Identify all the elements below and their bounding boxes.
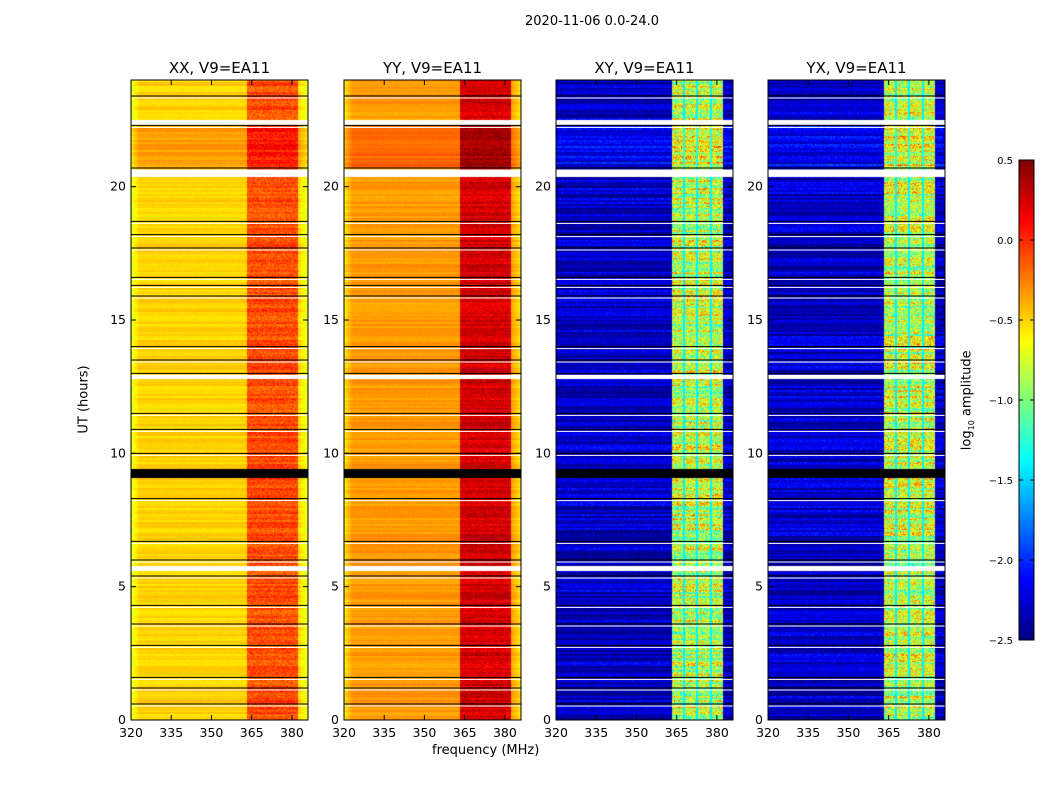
heatmap-xx [131,80,308,720]
y-tick-label: 5 [543,579,551,594]
y-tick-label: 0 [118,712,126,727]
y-tick-label: 10 [747,445,763,460]
x-tick-label: 320 [332,725,356,740]
figure-title: 2020-11-06 0.0-24.0 [525,14,659,29]
y-tick-label: 15 [535,312,551,327]
x-tick-label: 335 [796,725,820,740]
y-tick-label: 0 [755,712,763,727]
colorbar-tick-label: −0.5 [989,316,1013,327]
x-tick-label: 320 [756,725,780,740]
y-tick-label: 20 [323,179,339,194]
x-tick-label: 350 [625,725,649,740]
plot-frame [343,79,522,721]
colorbar-tick-label: −1.0 [989,396,1013,407]
y-tick-label: 5 [755,579,763,594]
colorbar-tick-label: 0.0 [997,236,1013,247]
y-tick-label: 0 [331,712,339,727]
plot-frame [767,79,946,721]
panel-title: XX, V9=EA11 [169,59,270,77]
x-tick-label: 350 [837,725,861,740]
colorbar [1019,160,1034,640]
x-tick-label: 365 [877,725,901,740]
y-tick-label: 20 [535,179,551,194]
x-axis-label: frequency (MHz) [432,743,540,758]
x-tick-label: 380 [917,725,941,740]
x-tick-label: 365 [453,725,477,740]
y-tick-label: 20 [747,179,763,194]
colorbar-tick-label: −2.5 [989,636,1013,647]
colorbar-tick-label: −1.5 [989,476,1013,487]
x-tick-label: 335 [584,725,608,740]
plot-frame [130,79,309,721]
heatmap-yx [768,80,945,720]
panel-title: YX, V9=EA11 [805,59,906,77]
panel-title: XY, V9=EA11 [594,59,694,77]
y-tick-label: 15 [110,312,126,327]
y-tick-label: 0 [543,712,551,727]
x-tick-label: 350 [413,725,437,740]
y-tick-label: 10 [110,445,126,460]
colorbar-tick-label: −2.0 [989,556,1013,567]
x-tick-label: 365 [665,725,689,740]
plot-frame [555,79,734,721]
y-tick-label: 20 [110,179,126,194]
x-tick-label: 350 [200,725,224,740]
y-tick-label: 10 [535,445,551,460]
x-tick-label: 335 [159,725,183,740]
heatmap-yy [344,80,521,720]
x-tick-label: 365 [240,725,264,740]
x-tick-label: 320 [544,725,568,740]
x-tick-label: 380 [493,725,517,740]
panel-title: YY, V9=EA11 [382,59,482,77]
y-tick-label: 5 [331,579,339,594]
y-tick-label: 10 [323,445,339,460]
heatmap-xy [556,80,733,720]
x-tick-label: 380 [280,725,304,740]
x-tick-label: 335 [372,725,396,740]
y-tick-label: 5 [118,579,126,594]
y-tick-label: 15 [747,312,763,327]
x-tick-label: 320 [119,725,143,740]
y-tick-label: 15 [323,312,339,327]
x-tick-label: 380 [705,725,729,740]
colorbar-tick-label: 0.5 [997,156,1013,167]
